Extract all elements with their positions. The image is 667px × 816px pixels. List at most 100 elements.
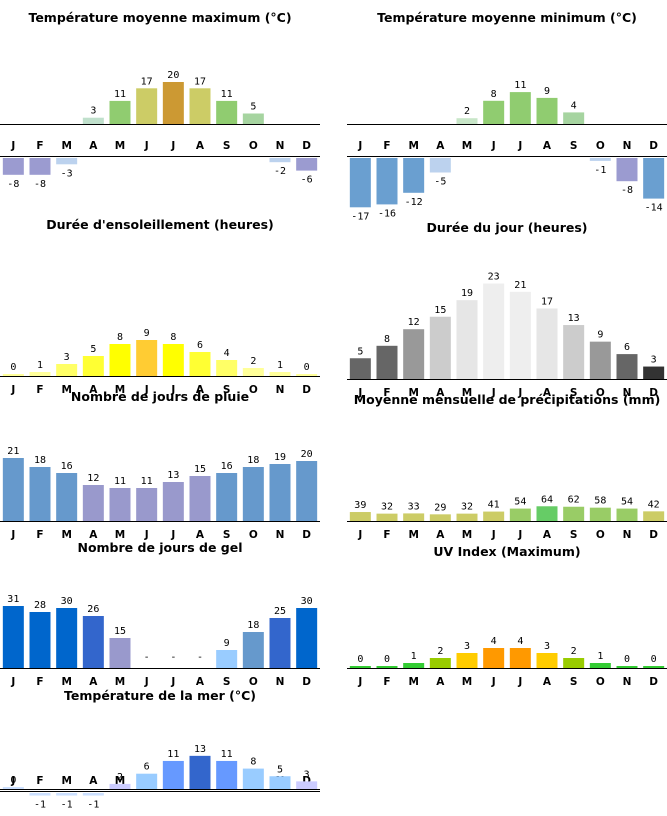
data-label: 9 (597, 330, 603, 341)
data-label: -16 (378, 208, 396, 219)
data-label: 21 (514, 280, 526, 291)
bar (109, 488, 131, 521)
data-label: -14 (645, 203, 663, 214)
data-label: 54 (621, 497, 633, 508)
bar (536, 506, 558, 521)
chart-title: Température de la mer (°C) (64, 688, 256, 703)
month-label: J (170, 529, 175, 541)
bar (216, 760, 238, 789)
data-label: 4 (571, 100, 577, 111)
bar (109, 344, 131, 376)
month-label: A (436, 387, 445, 399)
bar (509, 92, 531, 124)
bar (456, 118, 478, 124)
bar (136, 488, 158, 521)
month-label: D (302, 676, 311, 688)
data-label: 9 (144, 328, 150, 339)
data-label: 9 (544, 86, 550, 97)
month-label: J (10, 775, 15, 787)
bar (589, 663, 611, 668)
month-label: S (223, 676, 231, 688)
month-label: A (89, 384, 98, 396)
month-label: A (196, 676, 205, 688)
bar (136, 88, 158, 124)
month-label: S (223, 140, 231, 152)
bar (2, 458, 24, 521)
bar (349, 666, 371, 668)
month-label: A (543, 529, 552, 541)
data-label: 8 (250, 757, 256, 768)
month-label: J (517, 140, 522, 152)
month-label: M (115, 676, 125, 688)
month-label: D (302, 529, 311, 541)
data-label: 54 (514, 497, 526, 508)
month-label: A (89, 775, 98, 787)
data-label: 6 (197, 340, 203, 351)
data-label: 13 (568, 313, 580, 324)
bar (643, 366, 665, 379)
data-label: 3 (90, 106, 96, 117)
month-label: M (462, 529, 472, 541)
bar (216, 360, 238, 376)
data-label: 3 (64, 352, 70, 363)
bar (242, 113, 264, 124)
data-label: 11 (114, 89, 126, 100)
data-label: 0 (357, 654, 363, 665)
month-label: J (170, 384, 175, 396)
bar (29, 467, 51, 521)
bar (29, 793, 51, 796)
chart-title: Nombre de jours de gel (77, 540, 243, 555)
bar (296, 461, 318, 521)
bar (589, 158, 611, 161)
bar (189, 88, 211, 124)
month-label: A (89, 529, 98, 541)
month-label: O (596, 140, 605, 152)
data-label: 41 (488, 500, 500, 511)
bar (536, 97, 558, 124)
bar (109, 100, 131, 124)
bar (82, 117, 104, 124)
month-label: D (649, 387, 658, 399)
bar (242, 768, 264, 789)
month-label: J (491, 529, 496, 541)
month-label: D (649, 140, 658, 152)
data-label: 28 (34, 600, 46, 611)
bar (349, 158, 371, 208)
bar (109, 783, 131, 789)
month-label: N (276, 676, 285, 688)
month-label: O (596, 676, 605, 688)
bar (2, 158, 24, 175)
bar (349, 512, 371, 521)
bar (56, 473, 78, 521)
month-label: A (543, 140, 552, 152)
bar (162, 344, 184, 376)
bar (162, 482, 184, 521)
month-label: O (596, 387, 605, 399)
month-label: M (115, 775, 125, 787)
bar (136, 773, 158, 789)
chart-canvas: J F M A M J J A S O N D 0 0 1 2 3 4 4 3 2 1 0 0 (347, 636, 667, 688)
month-label: A (196, 140, 205, 152)
month-label: J (10, 140, 15, 152)
month-label: S (570, 387, 578, 399)
data-label: - (144, 652, 150, 663)
data-label: 4 (224, 348, 230, 359)
month-label: F (36, 140, 43, 152)
bar (563, 325, 585, 379)
month-label: S (223, 384, 231, 396)
chart-title: Moyenne mensuelle de précipitations (mm) (353, 392, 661, 407)
chart-title: Température moyenne maximum (°C) (28, 10, 292, 25)
data-label: 39 (354, 500, 366, 511)
month-label: A (436, 140, 445, 152)
month-label: S (570, 529, 578, 541)
data-label: 11 (141, 476, 153, 487)
month-label: M (462, 676, 472, 688)
month-label: J (357, 676, 362, 688)
bar (349, 358, 371, 379)
bar (82, 616, 104, 668)
data-label: 26 (87, 604, 99, 615)
bar (109, 638, 131, 668)
month-label: F (383, 140, 390, 152)
bar (616, 158, 638, 182)
bar (216, 473, 238, 521)
